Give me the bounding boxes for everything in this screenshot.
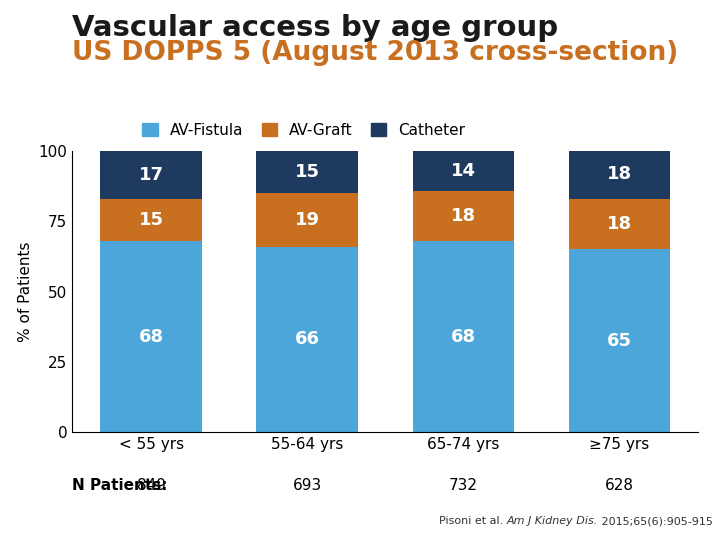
Text: 732: 732	[449, 478, 477, 493]
Bar	[413, 191, 514, 241]
Text: 18: 18	[607, 165, 631, 183]
Bar	[569, 249, 670, 432]
Text: 15: 15	[139, 211, 163, 229]
Text: 17: 17	[139, 166, 163, 184]
Text: 68: 68	[139, 328, 163, 346]
Bar	[101, 241, 202, 432]
Text: 65: 65	[607, 332, 631, 350]
Text: Am J Kidney Dis.: Am J Kidney Dis.	[507, 516, 598, 526]
Text: 66: 66	[294, 330, 320, 348]
Bar	[569, 199, 670, 249]
Text: US DOPPS 5 (August 2013 cross-section): US DOPPS 5 (August 2013 cross-section)	[72, 40, 678, 66]
Text: 693: 693	[292, 478, 322, 493]
Bar	[256, 247, 358, 432]
Bar	[256, 193, 358, 247]
Text: 628: 628	[605, 478, 634, 493]
Text: 18: 18	[451, 207, 476, 225]
Bar	[569, 148, 670, 199]
Text: Vascular access by age group: Vascular access by age group	[72, 14, 558, 42]
Text: 18: 18	[607, 215, 631, 233]
Text: N Patients:: N Patients:	[72, 478, 168, 493]
Bar	[413, 151, 514, 191]
Bar	[101, 199, 202, 241]
Bar	[256, 151, 358, 193]
Bar	[413, 241, 514, 432]
Text: 2015;65(6):905-915: 2015;65(6):905-915	[598, 516, 713, 526]
Bar	[101, 151, 202, 199]
Text: 68: 68	[451, 328, 476, 346]
Text: 19: 19	[294, 211, 320, 229]
Text: 849: 849	[137, 478, 166, 493]
Y-axis label: % of Patients: % of Patients	[18, 241, 32, 342]
Text: Pisoni et al.: Pisoni et al.	[439, 516, 507, 526]
Text: 15: 15	[294, 163, 320, 181]
Text: 14: 14	[451, 162, 476, 180]
Legend: AV-Fistula, AV-Graft, Catheter: AV-Fistula, AV-Graft, Catheter	[143, 123, 466, 138]
